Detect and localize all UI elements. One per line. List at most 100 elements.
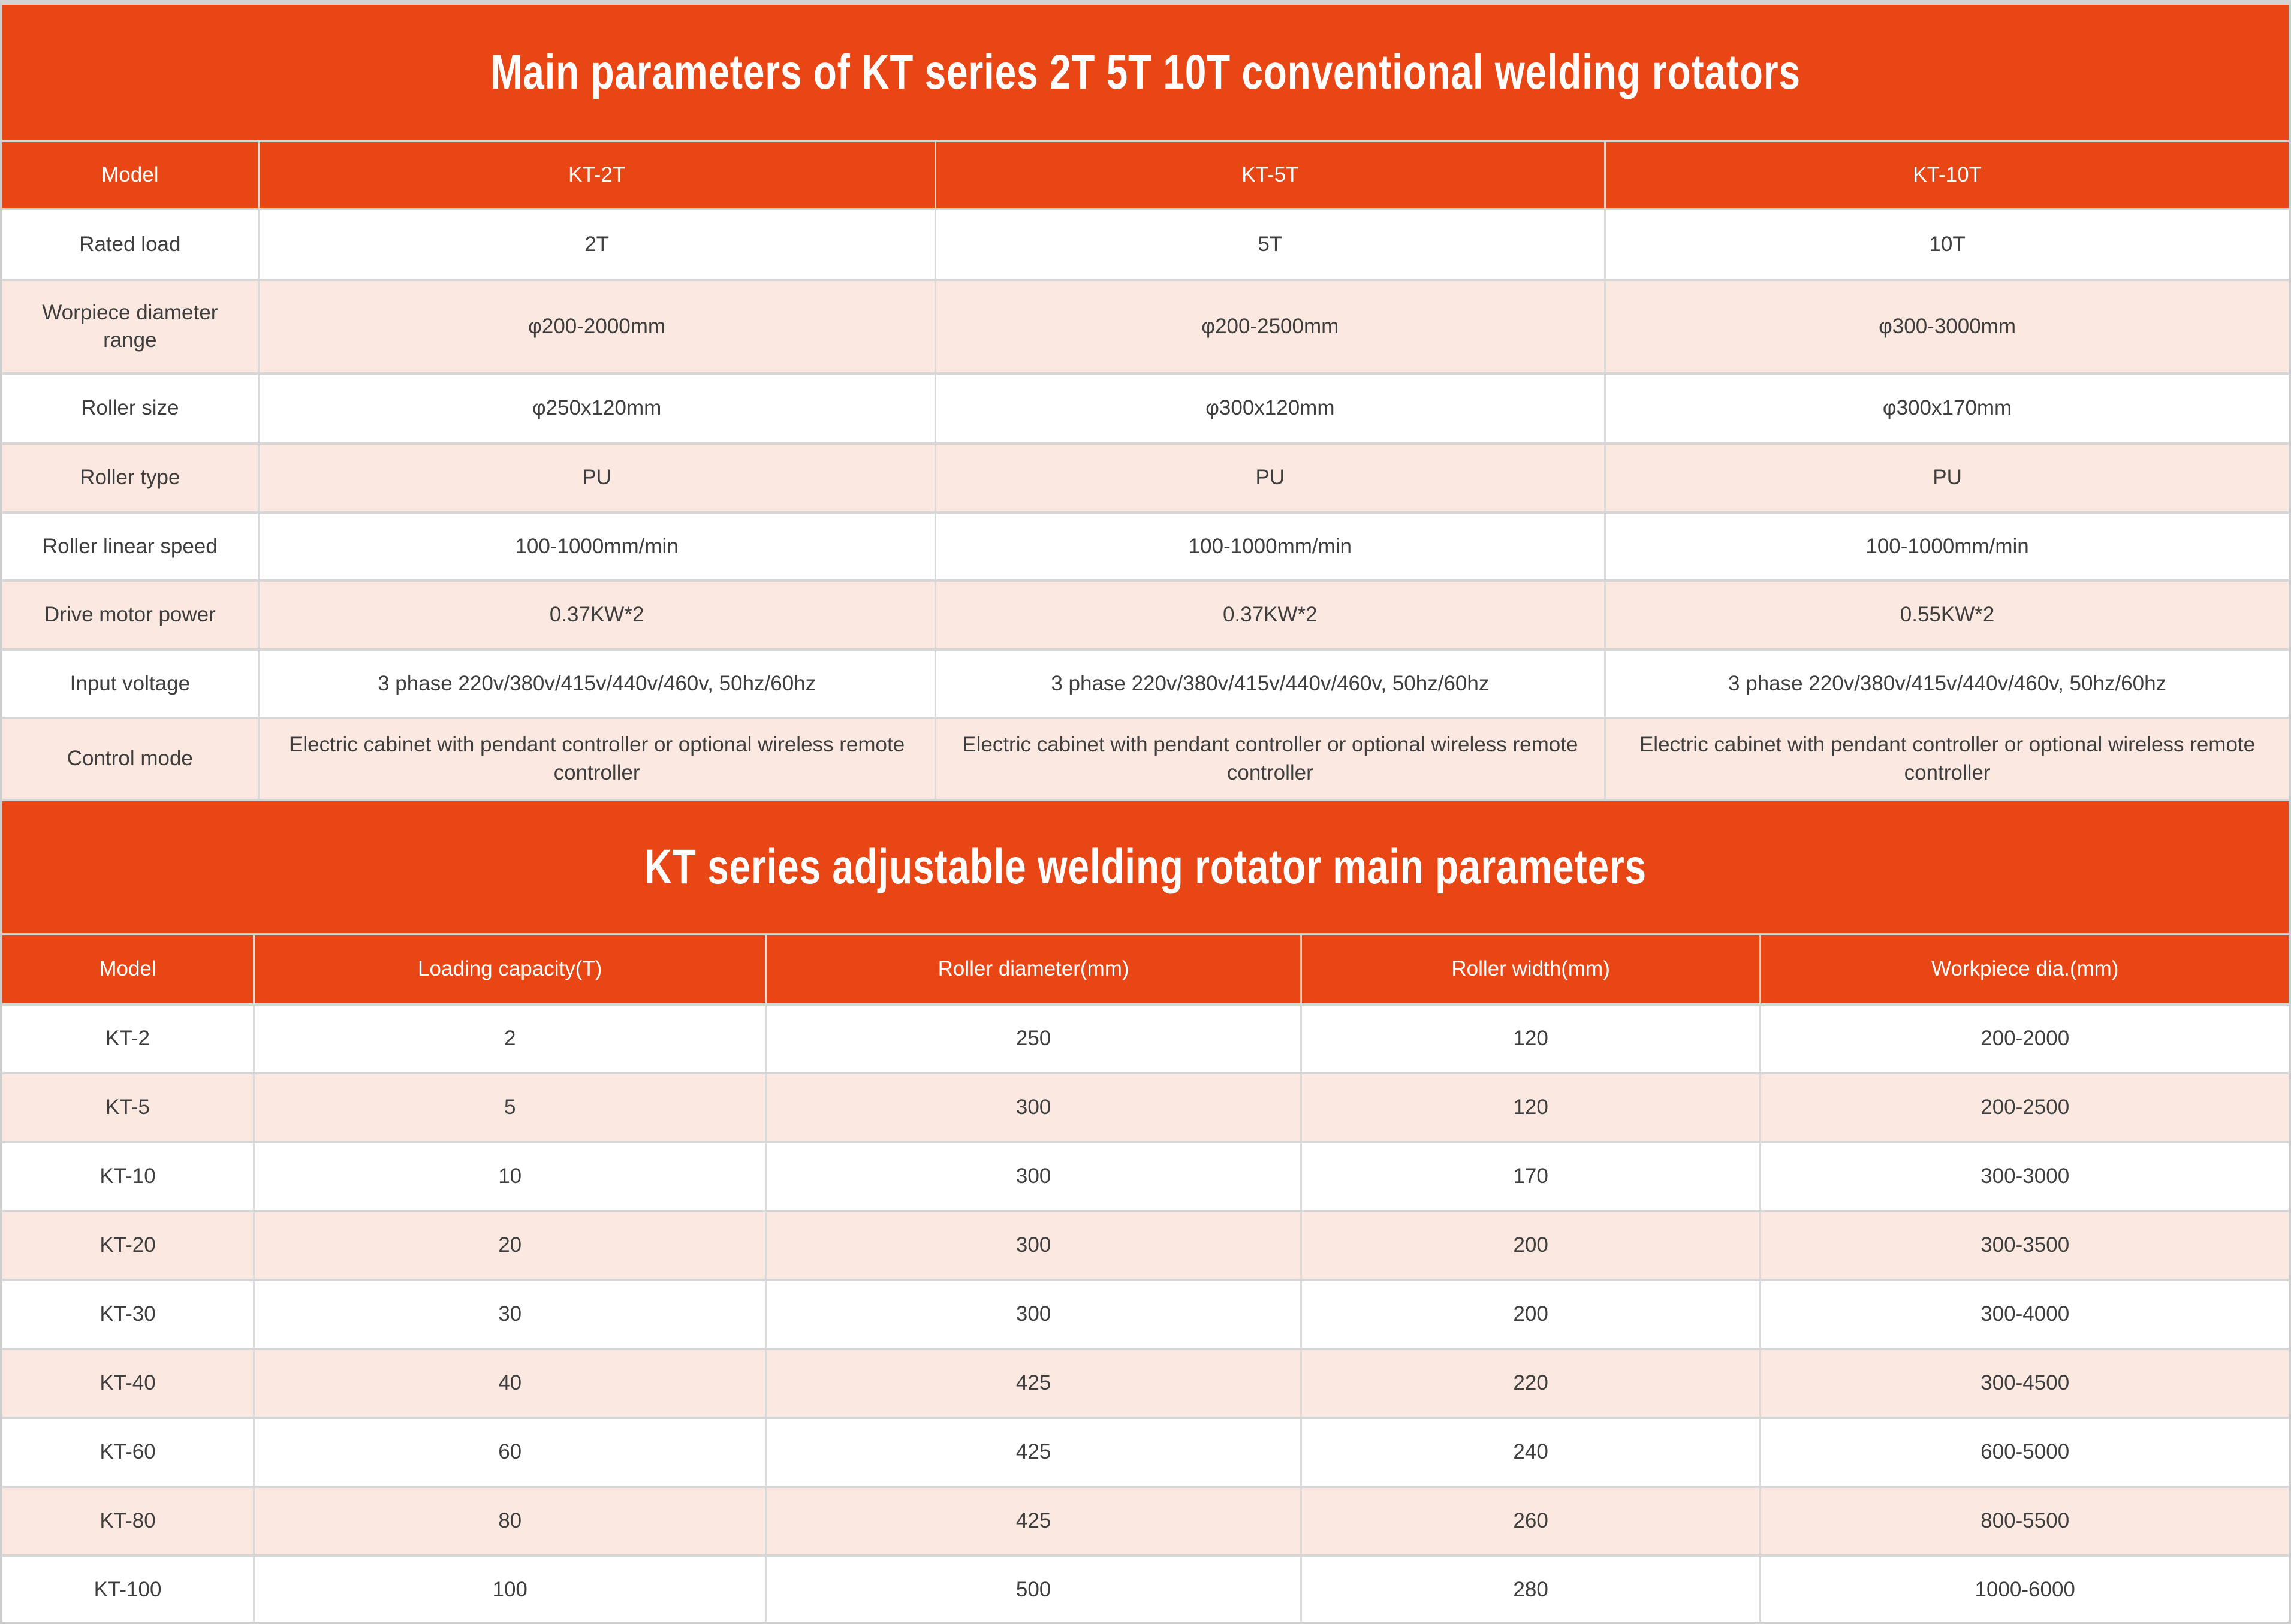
cell-value: 200-2000 xyxy=(1760,1004,2289,1074)
cell-value: 240 xyxy=(1301,1418,1762,1488)
cell-value: 500 xyxy=(765,1556,1302,1622)
table-row: Worpiece diameter range φ200-2000mm φ200… xyxy=(2,280,2289,375)
cell-value: 100-1000mm/min xyxy=(258,512,936,582)
cell-value: φ300x120mm xyxy=(935,373,1606,445)
cell-value: 300 xyxy=(765,1211,1302,1281)
column-header: Roller width(mm) xyxy=(1301,935,1762,1006)
row-label: KT-100 xyxy=(2,1556,255,1622)
row-label: KT-30 xyxy=(2,1280,255,1350)
table-header-row: Model Loading capacity(T) Roller diamete… xyxy=(2,935,2289,1006)
cell-value: 300-4000 xyxy=(1760,1280,2289,1350)
table-row: Roller linear speed 100-1000mm/min 100-1… xyxy=(2,512,2289,582)
column-header: KT-10T xyxy=(1605,142,2289,210)
row-label: KT-20 xyxy=(2,1211,255,1281)
cell-value: 600-5000 xyxy=(1760,1418,2289,1488)
table2-title-banner: KT series adjustable welding rotator mai… xyxy=(2,801,2289,935)
cell-value: 120 xyxy=(1301,1073,1762,1143)
row-label: KT-80 xyxy=(2,1487,255,1557)
cell-value: 300-3000 xyxy=(1760,1142,2289,1212)
cell-value: 200-2500 xyxy=(1760,1073,2289,1143)
column-header: Loading capacity(T) xyxy=(254,935,767,1006)
cell-value: 30 xyxy=(254,1280,767,1350)
cell-value: φ300x170mm xyxy=(1605,373,2289,445)
row-label: KT-2 xyxy=(2,1004,255,1074)
table2-title: KT series adjustable welding rotator mai… xyxy=(644,840,1647,894)
cell-value: 425 xyxy=(765,1418,1302,1488)
column-header: Model xyxy=(2,935,255,1006)
cell-value: 260 xyxy=(1301,1487,1762,1557)
row-label: Drive motor power xyxy=(2,581,260,651)
row-label: Roller type xyxy=(2,443,260,514)
cell-value: 0.37KW*2 xyxy=(935,581,1606,651)
column-header: Workpiece dia.(mm) xyxy=(1760,935,2289,1006)
table-row: Drive motor power 0.37KW*2 0.37KW*2 0.55… xyxy=(2,581,2289,651)
table-row: KT-80 80 425 260 800-5500 xyxy=(2,1487,2289,1557)
table-row: KT-100 100 500 280 1000-6000 xyxy=(2,1556,2289,1622)
cell-value: Electric cabinet with pendant controller… xyxy=(935,718,1606,801)
row-label: KT-5 xyxy=(2,1073,255,1143)
row-label: Rated load xyxy=(2,209,260,281)
cell-value: PU xyxy=(1605,443,2289,514)
table-row: KT-10 10 300 170 300-3000 xyxy=(2,1142,2289,1212)
cell-value: PU xyxy=(258,443,936,514)
cell-value: 2T xyxy=(258,209,936,281)
cell-value: 80 xyxy=(254,1487,767,1557)
cell-value: 300 xyxy=(765,1280,1302,1350)
cell-value: 3 phase 220v/380v/415v/440v/460v, 50hz/6… xyxy=(258,650,936,719)
row-label: Worpiece diameter range xyxy=(2,280,260,375)
cell-value: φ200-2500mm xyxy=(935,280,1606,375)
cell-value: 100-1000mm/min xyxy=(935,512,1606,582)
cell-value: 1000-6000 xyxy=(1760,1556,2289,1622)
column-header: Model xyxy=(2,142,260,210)
conventional-rotators-table: Model KT-2T KT-5T KT-10T Rated load 2T 5… xyxy=(2,142,2289,801)
row-label: KT-10 xyxy=(2,1142,255,1212)
cell-value: 60 xyxy=(254,1418,767,1488)
cell-value: 300-4500 xyxy=(1760,1349,2289,1419)
cell-value: 0.55KW*2 xyxy=(1605,581,2289,651)
table-row: KT-60 60 425 240 600-5000 xyxy=(2,1418,2289,1488)
table-row: Roller size φ250x120mm φ300x120mm φ300x1… xyxy=(2,373,2289,445)
cell-value: 10 xyxy=(254,1142,767,1212)
table-row: KT-40 40 425 220 300-4500 xyxy=(2,1349,2289,1419)
cell-value: 10T xyxy=(1605,209,2289,281)
cell-value: 120 xyxy=(1301,1004,1762,1074)
column-header: Roller diameter(mm) xyxy=(765,935,1302,1006)
cell-value: φ200-2000mm xyxy=(258,280,936,375)
cell-value: Electric cabinet with pendant controller… xyxy=(258,718,936,801)
cell-value: 200 xyxy=(1301,1211,1762,1281)
cell-value: 0.37KW*2 xyxy=(258,581,936,651)
table-row: Input voltage 3 phase 220v/380v/415v/440… xyxy=(2,650,2289,719)
row-label: Roller size xyxy=(2,373,260,445)
cell-value: 220 xyxy=(1301,1349,1762,1419)
table-header-row: Model KT-2T KT-5T KT-10T xyxy=(2,142,2289,210)
cell-value: 5T xyxy=(935,209,1606,281)
cell-value: 800-5500 xyxy=(1760,1487,2289,1557)
table1-title-banner: Main parameters of KT series 2T 5T 10T c… xyxy=(2,5,2289,142)
cell-value: Electric cabinet with pendant controller… xyxy=(1605,718,2289,801)
cell-value: PU xyxy=(935,443,1606,514)
column-header: KT-2T xyxy=(258,142,936,210)
cell-value: 20 xyxy=(254,1211,767,1281)
cell-value: φ300-3000mm xyxy=(1605,280,2289,375)
row-label: KT-60 xyxy=(2,1418,255,1488)
column-header: KT-5T xyxy=(935,142,1606,210)
table-row: Roller type PU PU PU xyxy=(2,443,2289,514)
cell-value: 3 phase 220v/380v/415v/440v/460v, 50hz/6… xyxy=(935,650,1606,719)
cell-value: 300 xyxy=(765,1073,1302,1143)
cell-value: 3 phase 220v/380v/415v/440v/460v, 50hz/6… xyxy=(1605,650,2289,719)
row-label: Roller linear speed xyxy=(2,512,260,582)
cell-value: 100 xyxy=(254,1556,767,1622)
cell-value: φ250x120mm xyxy=(258,373,936,445)
cell-value: 425 xyxy=(765,1349,1302,1419)
cell-value: 200 xyxy=(1301,1280,1762,1350)
row-label: Control mode xyxy=(2,718,260,801)
adjustable-rotators-table: Model Loading capacity(T) Roller diamete… xyxy=(2,935,2289,1622)
cell-value: 5 xyxy=(254,1073,767,1143)
row-label: KT-40 xyxy=(2,1349,255,1419)
cell-value: 280 xyxy=(1301,1556,1762,1622)
table-row: KT-2 2 250 120 200-2000 xyxy=(2,1004,2289,1074)
table-row: Rated load 2T 5T 10T xyxy=(2,209,2289,281)
cell-value: 40 xyxy=(254,1349,767,1419)
table1-title: Main parameters of KT series 2T 5T 10T c… xyxy=(490,44,1801,99)
